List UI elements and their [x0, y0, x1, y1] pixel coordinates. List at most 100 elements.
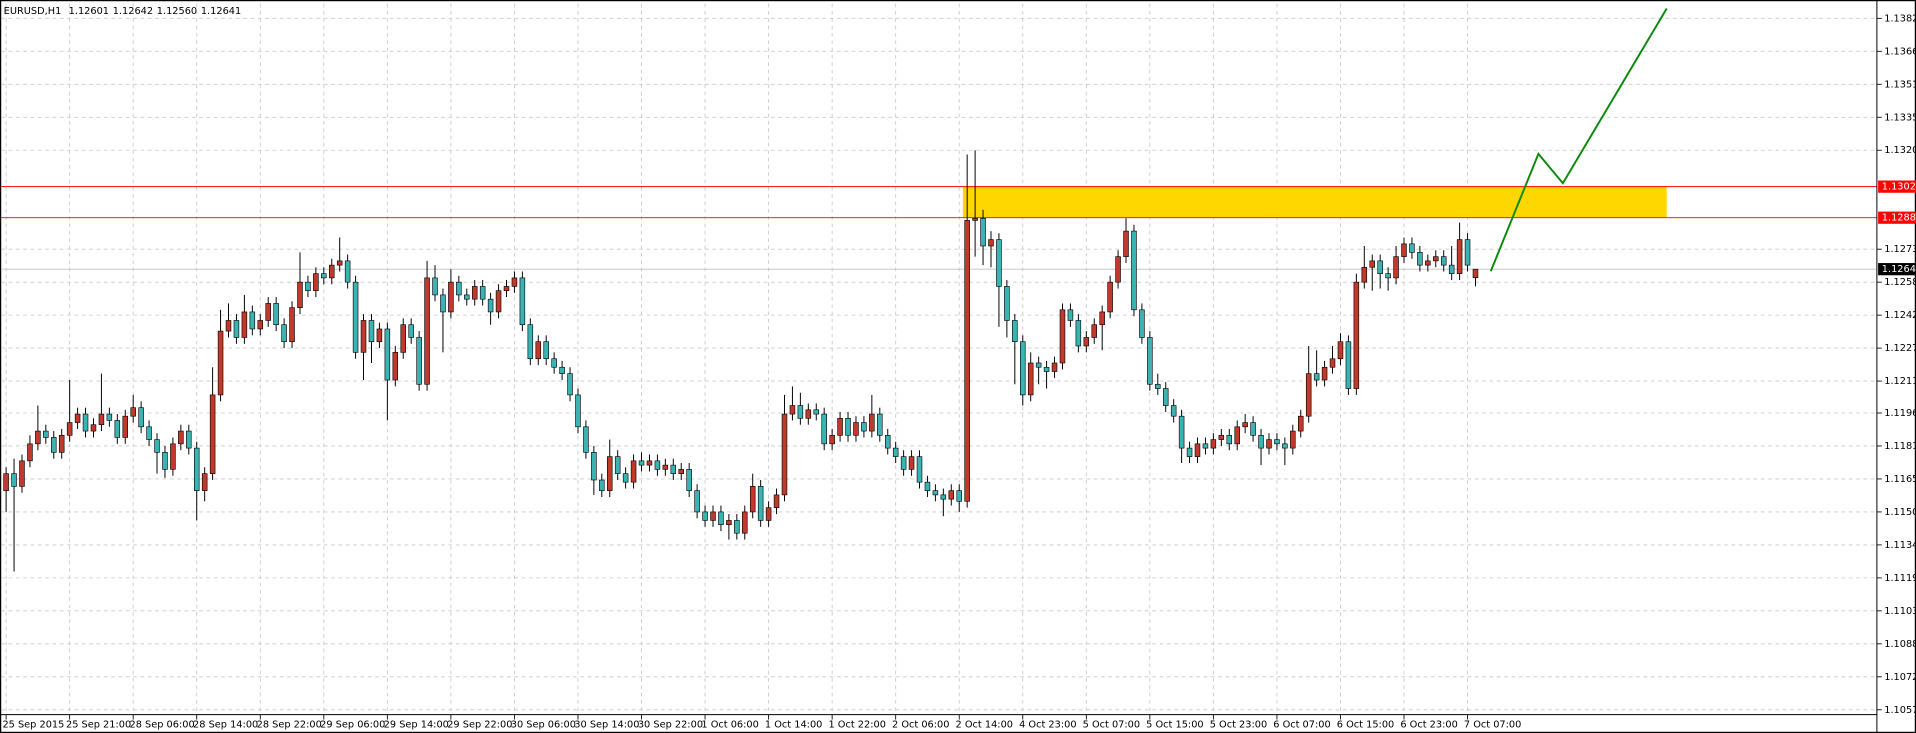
candle-body [710, 511, 716, 521]
candle-body [996, 239, 1002, 287]
x-tick-label: 29 Sep 22:00 [447, 719, 512, 730]
candle-body [1059, 309, 1066, 364]
y-tick-label: 1.13355 [1884, 112, 1916, 123]
candle-body [225, 320, 232, 332]
candle-body [757, 486, 764, 521]
candle-body [1417, 252, 1423, 266]
candle-body [305, 281, 311, 291]
candle-body [742, 511, 748, 534]
y-tick-label: 1.12580 [1884, 277, 1916, 288]
candle-body [1337, 341, 1344, 360]
candle-body [1385, 273, 1391, 279]
candle-body [368, 320, 375, 343]
header-low: 1.12560 [157, 6, 197, 17]
candle-body [726, 520, 732, 525]
x-tick-label: 30 Sep 06:00 [511, 719, 576, 730]
candle-body [74, 413, 81, 423]
candle-body [217, 330, 224, 396]
candle-body [1409, 243, 1415, 253]
candle-body [1147, 337, 1153, 385]
candle-body [900, 456, 907, 470]
candle-body [162, 452, 168, 470]
y-tick-label: 1.13510 [1884, 79, 1916, 90]
candle-body [694, 490, 700, 513]
y-tick-label: 1.11500 [1884, 507, 1916, 518]
candle-body [1083, 337, 1090, 347]
x-tick-label: 28 Sep 06:00 [130, 719, 195, 730]
candle-body [662, 464, 669, 470]
candle-body [90, 424, 97, 432]
candle-body [1186, 447, 1193, 457]
x-tick-label: 7 Oct 07:00 [1464, 719, 1521, 730]
candle-body [749, 486, 756, 513]
candle-body [1440, 256, 1447, 266]
candle-body [877, 413, 883, 436]
candle-body [178, 430, 184, 445]
candle-body [1123, 230, 1129, 257]
candle-body [686, 469, 692, 491]
candle-body [964, 220, 970, 502]
candle-body [456, 281, 462, 296]
candle-body [1091, 324, 1097, 338]
candle-body [988, 239, 994, 247]
x-tick-label: 5 Oct 15:00 [1146, 719, 1203, 730]
candle-body [1361, 266, 1368, 283]
candle-body [916, 456, 923, 483]
x-tick-label: 30 Sep 14:00 [574, 719, 639, 730]
candle-body [51, 437, 57, 453]
candle-body [940, 494, 947, 500]
y-tick-label: 1.11345 [1884, 540, 1916, 551]
header-high: 1.12642 [113, 6, 153, 17]
candle-body [1377, 260, 1383, 274]
x-tick-label: 2 Oct 14:00 [956, 719, 1013, 730]
candle-body [471, 286, 478, 300]
x-tick-label: 28 Sep 22:00 [257, 719, 322, 730]
candle-body [861, 422, 867, 432]
candle-body [487, 298, 494, 313]
candle-body [1234, 426, 1240, 445]
candle-body [249, 311, 256, 330]
y-tick-label: 1.12425 [1884, 310, 1916, 321]
candle-body [1425, 260, 1431, 266]
candle-body [321, 273, 327, 279]
candle-body [535, 341, 542, 360]
candle-body [344, 260, 351, 283]
candle-body [630, 460, 637, 483]
candle-body [1027, 362, 1034, 396]
candle-body [43, 430, 49, 438]
candle-body [527, 324, 534, 360]
candle-body [1353, 281, 1360, 389]
candle-body [1170, 405, 1177, 417]
x-tick-label: 1 Oct 22:00 [828, 719, 885, 730]
candle-body [201, 473, 208, 491]
candle-body [654, 460, 661, 470]
candle-body [829, 435, 835, 445]
candle-body [1020, 341, 1026, 396]
chart-header: EURUSD,H1 1.12601 1.12642 1.12560 1.12641 [4, 6, 242, 17]
y-tick-label: 1.11035 [1884, 606, 1916, 617]
candle-body [265, 303, 271, 321]
candle-body [718, 511, 724, 525]
candle-body [583, 426, 589, 453]
candle-body [1178, 415, 1185, 449]
candle-body [154, 439, 160, 453]
candle-body [464, 294, 470, 300]
candle-body [106, 413, 113, 421]
y-tick-label: 1.13820 [1884, 13, 1916, 24]
candle-body [599, 479, 605, 491]
candle-body [606, 456, 613, 491]
candle-body [313, 273, 319, 291]
candle-body [35, 430, 41, 445]
candle-body [892, 447, 899, 457]
level-tag-label: 1.13029 [1882, 182, 1916, 193]
candle-body [845, 418, 851, 436]
candle-body [440, 294, 446, 313]
y-tick-label: 1.13665 [1884, 46, 1916, 57]
candle-body [614, 456, 621, 474]
candle-body [821, 413, 827, 445]
candle-body [1075, 320, 1082, 347]
candle-body [58, 435, 65, 453]
candle-body [1401, 243, 1407, 257]
candle-body [1242, 422, 1248, 428]
